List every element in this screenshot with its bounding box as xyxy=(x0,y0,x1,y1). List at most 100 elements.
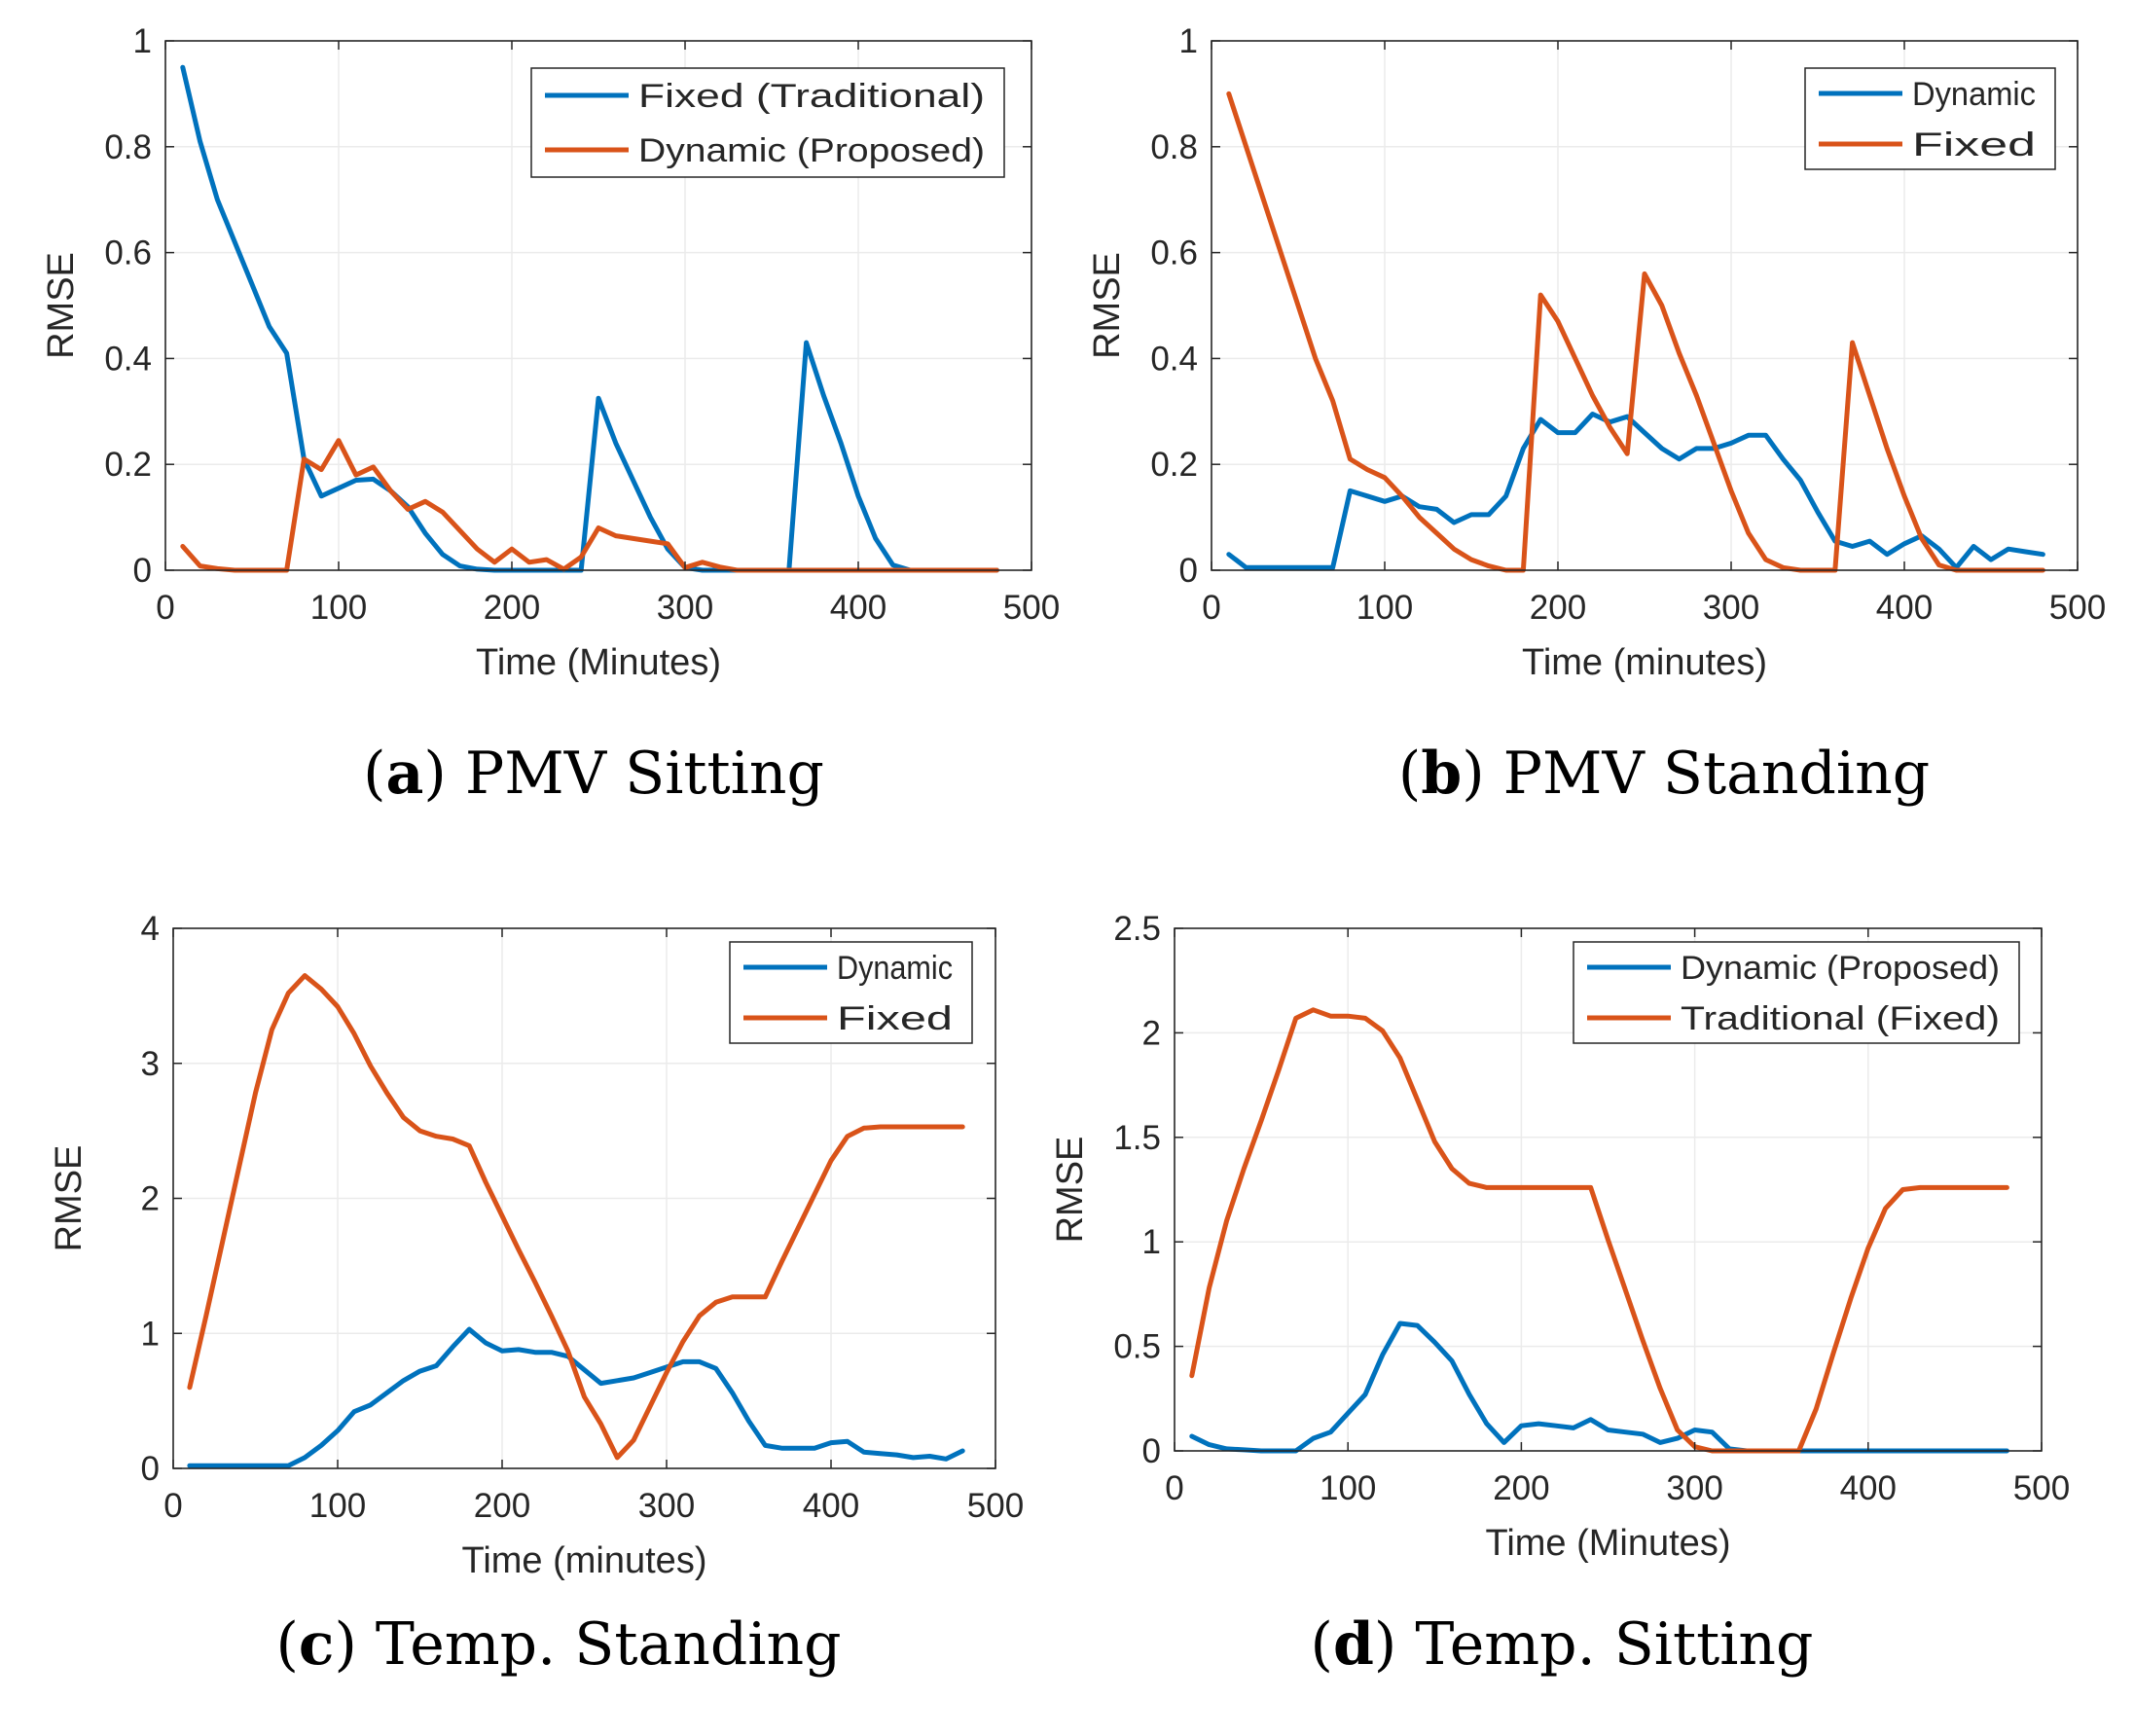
x-axis-label: Time (Minutes) xyxy=(1486,1523,1731,1564)
x-tick-label: 500 xyxy=(967,1487,1024,1525)
y-axis-label: RMSE xyxy=(49,1145,90,1252)
panel-caption: (b) PMV Standing xyxy=(1398,740,1930,808)
caption-letter: ) xyxy=(423,740,464,808)
tick-labels: 0 100 200 300 400 500 0 1 2 3 4 xyxy=(141,910,1025,1525)
caption-title: Temp. Sitting xyxy=(1415,1610,1813,1679)
plot-frame xyxy=(164,40,1032,571)
y-tick-label: 2 xyxy=(141,1180,160,1218)
y-tick-label: 0.4 xyxy=(1150,340,1198,378)
y-tick-label: 0.2 xyxy=(104,446,152,484)
x-tick-label: 0 xyxy=(163,1487,182,1525)
y-tick-label: 3 xyxy=(141,1045,160,1083)
y-tick-label: 1 xyxy=(141,1315,160,1353)
y-tick-label: 0 xyxy=(133,552,152,590)
y-tick-label: 0.6 xyxy=(1150,235,1198,272)
y-axis-label: RMSE xyxy=(1050,1137,1091,1244)
tick-labels: 0 100 200 300 400 500 0 0.2 0.4 0.6 0.8 1 xyxy=(104,22,1060,627)
legend-box xyxy=(729,941,973,1044)
caption-letter: ( xyxy=(363,740,385,808)
y-tick-label: 1 xyxy=(1179,22,1198,60)
y-tick-label: 1.5 xyxy=(1113,1119,1161,1157)
panel-d: 0 100 200 300 400 500 0 0.5 1 1.5 2 2.5 Time (Minut… xyxy=(1050,910,2070,1679)
legend-box xyxy=(530,67,1005,178)
x-tick-label: 500 xyxy=(2049,589,2106,627)
y-tick-label: 0 xyxy=(1179,552,1198,590)
legend-label: Dynamic xyxy=(1912,76,2036,113)
legend-label: Dynamic xyxy=(837,950,953,987)
series-line xyxy=(1226,412,2045,570)
y-tick-label: 1 xyxy=(1142,1223,1161,1261)
legend-box xyxy=(1804,67,2056,170)
y-tick-label: 0 xyxy=(1142,1432,1161,1470)
caption-letter: d xyxy=(1333,1610,1374,1679)
tick-labels: 0 100 200 300 400 500 0 0.2 0.4 0.6 0.8 1 xyxy=(1150,22,2106,627)
caption-letter: ) xyxy=(1462,740,1502,808)
x-tick-label: 200 xyxy=(474,1487,530,1525)
x-tick-label: 200 xyxy=(1493,1469,1549,1507)
legend: Dynamic Fixed xyxy=(729,941,973,1044)
legend-label: Fixed xyxy=(1912,127,2036,163)
caption-title: PMV Standing xyxy=(1503,740,1931,808)
grid-lines xyxy=(173,928,995,1468)
y-tick-label: 0.8 xyxy=(1150,128,1198,166)
caption-letter: c xyxy=(299,1610,335,1679)
y-tick-label: 0.2 xyxy=(1150,446,1198,484)
series-line xyxy=(1189,1320,2009,1454)
panel-b: 0 100 200 300 400 500 0 0.2 0.4 0.6 0.8 1 Time (min… xyxy=(1087,22,2106,808)
x-tick-label: 400 xyxy=(803,1487,859,1525)
x-tick-label: 300 xyxy=(1703,589,1759,627)
x-tick-label: 400 xyxy=(830,589,886,627)
x-axis-label: Time (minutes) xyxy=(462,1540,707,1581)
x-tick-label: 400 xyxy=(1840,1469,1897,1507)
x-tick-label: 500 xyxy=(2013,1469,2070,1507)
x-tick-label: 300 xyxy=(1666,1469,1722,1507)
x-tick-label: 100 xyxy=(1320,1469,1376,1507)
y-tick-label: 0.8 xyxy=(104,128,152,166)
panel-caption: (c) Temp. Standing xyxy=(275,1610,841,1679)
y-tick-label: 0.6 xyxy=(104,235,152,272)
y-tick-label: 0.4 xyxy=(104,340,152,378)
x-tick-label: 300 xyxy=(638,1487,695,1525)
legend: Dynamic Fixed xyxy=(1804,67,2056,170)
caption-letter: ( xyxy=(1311,1610,1333,1679)
legend-label: Fixed xyxy=(837,1000,953,1037)
series-lines xyxy=(1226,90,2045,573)
legend-label: Dynamic (Proposed) xyxy=(638,132,985,169)
legend-box xyxy=(1573,941,2020,1044)
panel-caption: (d) Temp. Sitting xyxy=(1311,1610,1814,1679)
caption-letter: ) xyxy=(334,1610,375,1679)
panel-c: 0 100 200 300 400 500 0 1 2 3 4 Time (minutes) RMS… xyxy=(49,910,1024,1679)
y-axis-label: RMSE xyxy=(1087,252,1128,359)
caption-title: Temp. Standing xyxy=(376,1610,842,1679)
series-line xyxy=(187,973,965,1461)
legend: Dynamic (Proposed) Traditional (Fixed) xyxy=(1573,941,2020,1044)
x-tick-label: 100 xyxy=(310,589,367,627)
y-tick-label: 2.5 xyxy=(1113,910,1161,948)
series-line xyxy=(1226,90,2045,573)
y-tick-label: 0.5 xyxy=(1113,1328,1161,1366)
caption-letter: b xyxy=(1421,740,1462,808)
series-line xyxy=(187,1326,965,1468)
legend: Fixed (Traditional) Dynamic (Proposed) xyxy=(530,67,1005,178)
legend-label: Dynamic (Proposed) xyxy=(1681,950,2000,987)
x-tick-label: 0 xyxy=(1202,589,1220,627)
series-line xyxy=(180,64,999,573)
series-lines xyxy=(187,973,965,1468)
x-tick-label: 100 xyxy=(1356,589,1413,627)
series-lines xyxy=(1189,1007,2009,1454)
caption-letter: ( xyxy=(1398,740,1421,808)
y-tick-label: 4 xyxy=(141,910,160,948)
plot-frame xyxy=(1174,927,2043,1452)
y-axis-label: RMSE xyxy=(41,252,82,359)
x-tick-label: 100 xyxy=(309,1487,366,1525)
x-tick-label: 300 xyxy=(657,589,713,627)
panel-a: 0 100 200 300 400 500 0 0.2 0.4 0.6 0.8 1 Time (Min… xyxy=(41,22,1060,808)
caption-title: PMV Sitting xyxy=(465,740,824,808)
x-tick-label: 0 xyxy=(1165,1469,1183,1507)
x-axis-label: Time (minutes) xyxy=(1522,642,1767,683)
x-tick-label: 500 xyxy=(1003,589,1060,627)
plot-frame xyxy=(1211,40,2079,571)
y-tick-label: 2 xyxy=(1142,1014,1161,1052)
caption-letter: ) xyxy=(1374,1610,1415,1679)
